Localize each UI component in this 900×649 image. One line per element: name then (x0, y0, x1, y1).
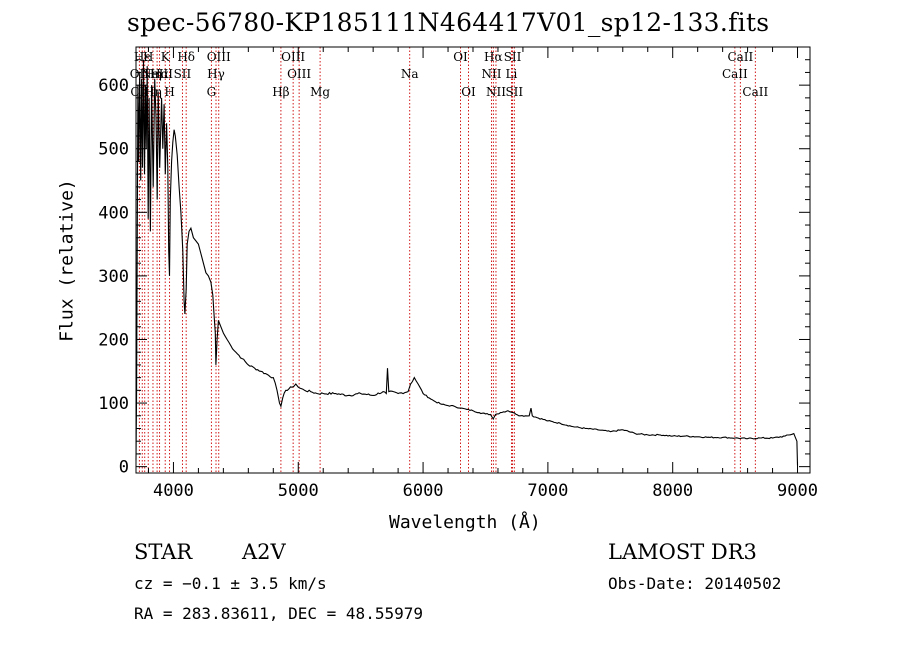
coordinates-readout: RA = 283.83611, DEC = 48.55979 (134, 604, 423, 623)
line-label-8: H (164, 85, 174, 99)
line-label-4: Hη (144, 67, 162, 81)
observation-date: Obs-Date: 20140502 (608, 574, 782, 593)
object-class: STAR (134, 540, 193, 564)
x-tick-label: 5000 (278, 481, 319, 501)
line-label-30: CaII (742, 85, 768, 99)
line-label-20: OI (453, 50, 468, 64)
x-tick-label: 6000 (403, 481, 444, 501)
line-label-9: NeIII (141, 67, 173, 81)
line-label-13: Hγ (207, 67, 225, 81)
line-label-21: OI (461, 85, 476, 99)
chart-title: spec-56780-KP185111N464417V01_sp12-133.f… (127, 8, 770, 37)
spectrum-line (135, 59, 799, 466)
x-tick-label: 9000 (777, 481, 818, 501)
line-label-7: Hα (150, 67, 169, 81)
line-label-3: H (143, 50, 153, 64)
redshift-readout: cz = −0.1 ± 3.5 km/s (134, 574, 327, 593)
object-subclass: A2V (242, 540, 286, 564)
survey-name: LAMOST DR3 (608, 540, 757, 564)
line-label-19: Na (401, 67, 419, 81)
axis-ticks (136, 47, 810, 473)
line-label-29: CaII (722, 67, 748, 81)
line-label-6: K (161, 50, 171, 64)
line-label-23: NII (481, 67, 501, 81)
y-tick-label: 500 (98, 140, 129, 160)
axis-tick-labels: 4000 5000 6000 7000 8000 9000 0 100 200 300 400 500… (98, 76, 818, 501)
line-label-24: NII (486, 85, 506, 99)
x-tick-label: 4000 (153, 481, 194, 501)
x-tick-label: 8000 (652, 481, 693, 501)
y-tick-label: 200 (98, 330, 129, 350)
y-tick-label: 400 (98, 203, 129, 223)
emission-line-markers (138, 47, 756, 473)
line-label-10: Hδ (177, 50, 195, 64)
line-label-11: SII (174, 67, 192, 81)
line-label-27: SII (505, 85, 523, 99)
line-label-5: Hη (144, 85, 162, 99)
line-label-25: SII (504, 50, 522, 64)
line-label-22: Hα (484, 50, 503, 64)
y-axis-label: Flux (relative) (56, 179, 78, 342)
line-label-18: Mg (310, 85, 330, 99)
line-label-16: OIII (281, 50, 305, 64)
line-label-17: OIII (287, 67, 311, 81)
line-label-28: CaII (727, 50, 753, 64)
line-label-2: Hε (134, 50, 151, 64)
y-tick-label: 600 (98, 76, 129, 96)
plot-frame (135, 46, 811, 474)
line-label-15: Hβ (272, 85, 289, 99)
line-label-14: G (207, 85, 217, 99)
x-tick-label: 7000 (527, 481, 568, 501)
y-tick-label: 100 (98, 394, 129, 414)
y-tick-label: 300 (98, 267, 129, 287)
y-tick-label: 0 (119, 458, 129, 478)
line-label-12: OIII (207, 50, 231, 64)
x-axis-label: Wavelength (Å) (389, 512, 541, 533)
line-label-26: Li (506, 67, 518, 81)
